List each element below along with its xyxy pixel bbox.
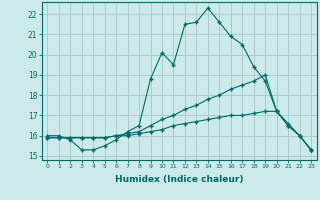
X-axis label: Humidex (Indice chaleur): Humidex (Indice chaleur) — [115, 175, 244, 184]
